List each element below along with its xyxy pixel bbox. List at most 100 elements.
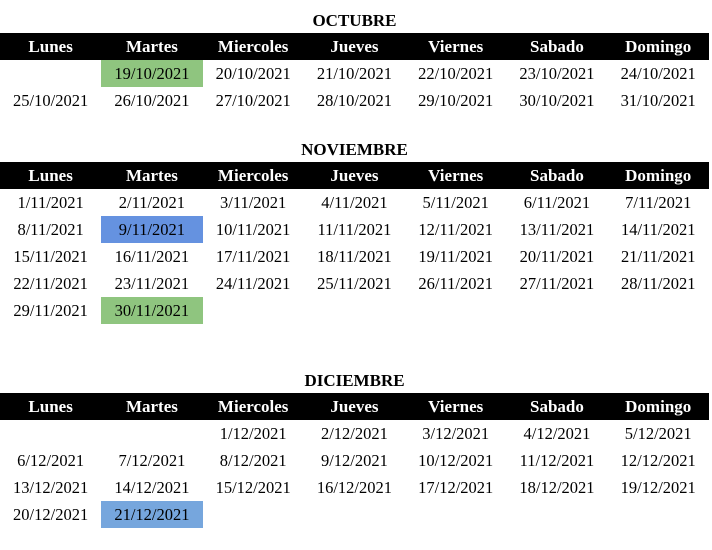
date-cell — [0, 420, 101, 447]
date-cell — [203, 501, 304, 528]
weekday-header: Martes — [125, 397, 178, 416]
date-cell: 17/11/2021 — [215, 247, 291, 266]
highlighted-date-cell: 19/10/2021 — [101, 60, 203, 87]
weekday-header: Sabado — [530, 397, 584, 416]
date-cell: 22/10/2021 — [418, 64, 494, 83]
date-cell: 4/12/2021 — [523, 424, 591, 443]
weekday-header: Domingo — [625, 37, 692, 56]
month-title: NOVIEMBRE — [301, 140, 408, 159]
weekday-header: Miercoles — [217, 37, 289, 56]
weekday-header: Viernes — [428, 397, 484, 416]
month-december: DICIEMBRE Lunes Martes Miercoles Jueves … — [0, 365, 709, 528]
week-row: 13/12/2021 14/12/2021 15/12/2021 16/12/2… — [0, 474, 709, 501]
date-cell: 2/11/2021 — [118, 193, 186, 212]
date-cell: 29/11/2021 — [13, 301, 88, 320]
date-cell: 19/11/2021 — [418, 247, 493, 266]
date-cell: 21/10/2021 — [316, 64, 393, 83]
date-cell: 10/12/2021 — [418, 451, 494, 470]
date-cell: 9/12/2021 — [320, 451, 388, 470]
date-cell: 7/11/2021 — [625, 193, 692, 212]
weekday-header: Jueves — [330, 166, 379, 185]
date-cell: 3/12/2021 — [422, 424, 490, 443]
weekday-header: Lunes — [28, 37, 73, 56]
week-row: 20/12/2021 21/12/2021 — [0, 501, 709, 528]
date-cell: 3/11/2021 — [220, 193, 287, 212]
date-cell: 23/10/2021 — [519, 64, 595, 83]
weekday-header: Sabado — [530, 166, 584, 185]
date-cell: 1/12/2021 — [219, 424, 287, 443]
weekday-header: Jueves — [330, 397, 379, 416]
month-october: OCTUBRE Lunes Martes Miercoles Jueves Vi… — [0, 5, 709, 114]
date-cell: 17/12/2021 — [418, 478, 494, 497]
date-cell: 11/11/2021 — [317, 220, 392, 239]
date-cell: 20/10/2021 — [215, 64, 291, 83]
date-cell: 8/11/2021 — [17, 220, 84, 239]
date-cell: 31/10/2021 — [620, 91, 696, 110]
date-cell: 20/12/2021 — [13, 505, 89, 524]
month-title: OCTUBRE — [312, 11, 397, 30]
date-cell: 22/11/2021 — [13, 274, 88, 293]
weekday-header: Miercoles — [217, 166, 289, 185]
date-cell: 28/11/2021 — [620, 274, 696, 293]
date-cell: 19/12/2021 — [620, 478, 696, 497]
date-cell — [405, 501, 506, 528]
week-row: 6/12/2021 7/12/2021 8/12/2021 9/12/2021 … — [0, 447, 709, 474]
date-cell — [608, 297, 709, 324]
date-cell — [101, 420, 202, 447]
date-cell: 6/12/2021 — [17, 451, 85, 470]
highlighted-date-cell: 30/11/2021 — [101, 297, 203, 324]
date-cell: 26/11/2021 — [418, 274, 493, 293]
date-cell — [203, 297, 304, 324]
date-cell — [506, 297, 607, 324]
date-cell: 24/10/2021 — [620, 64, 696, 83]
weekday-header-row: Lunes Martes Miercoles Jueves Viernes Sa… — [0, 162, 709, 189]
highlighted-date-cell: 21/12/2021 — [101, 501, 203, 528]
date-cell: 8/12/2021 — [219, 451, 287, 470]
date-cell — [608, 501, 709, 528]
month-november: NOVIEMBRE Lunes Martes Miercoles Jueves … — [0, 134, 709, 324]
date-cell: 29/10/2021 — [418, 91, 494, 110]
weekday-header: Jueves — [330, 37, 379, 56]
date-cell: 4/11/2021 — [321, 193, 388, 212]
weekday-header: Sabado — [530, 37, 584, 56]
week-row: 29/11/2021 30/11/2021 — [0, 297, 709, 324]
weekday-header: Domingo — [625, 166, 692, 185]
date-cell: 2/12/2021 — [320, 424, 388, 443]
date-cell — [506, 501, 607, 528]
date-cell: 25/10/2021 — [13, 91, 89, 110]
date-cell: 18/11/2021 — [317, 247, 392, 266]
date-cell: 20/11/2021 — [519, 247, 595, 266]
date-cell: 5/12/2021 — [624, 424, 692, 443]
date-cell: 1/11/2021 — [17, 193, 84, 212]
weekday-header-row: Lunes Martes Miercoles Jueves Viernes Sa… — [0, 393, 709, 420]
date-cell: 18/12/2021 — [519, 478, 595, 497]
date-cell: 10/11/2021 — [215, 220, 291, 239]
date-cell: 26/10/2021 — [114, 91, 190, 110]
highlighted-date-cell: 9/11/2021 — [101, 216, 203, 243]
date-cell: 13/11/2021 — [519, 220, 595, 239]
week-row: 15/11/2021 16/11/2021 17/11/2021 18/11/2… — [0, 243, 709, 270]
weekday-header-row: Lunes Martes Miercoles Jueves Viernes Sa… — [0, 33, 709, 60]
weekday-header: Viernes — [428, 166, 484, 185]
week-row: 19/10/2021 20/10/2021 21/10/2021 22/10/2… — [0, 60, 709, 87]
date-cell: 16/11/2021 — [114, 247, 190, 266]
weekday-header: Martes — [125, 166, 178, 185]
date-cell — [304, 297, 405, 324]
date-cell: 7/12/2021 — [118, 451, 186, 470]
date-cell: 5/11/2021 — [422, 193, 489, 212]
date-cell: 27/10/2021 — [215, 91, 291, 110]
date-cell: 15/12/2021 — [215, 478, 291, 497]
date-cell: 24/11/2021 — [215, 274, 291, 293]
date-cell — [405, 297, 506, 324]
date-cell: 28/10/2021 — [316, 91, 393, 110]
date-cell: 23/11/2021 — [114, 274, 190, 293]
week-row: 1/11/2021 2/11/2021 3/11/2021 4/11/2021 … — [0, 189, 709, 216]
date-cell: 13/12/2021 — [13, 478, 89, 497]
week-row: 25/10/2021 26/10/2021 27/10/2021 28/10/2… — [0, 87, 709, 114]
week-row: 22/11/2021 23/11/2021 24/11/2021 25/11/2… — [0, 270, 709, 297]
date-cell: 6/11/2021 — [523, 193, 591, 212]
date-cell — [0, 60, 101, 87]
date-cell: 12/12/2021 — [620, 451, 696, 470]
date-cell: 27/11/2021 — [519, 274, 595, 293]
date-cell: 12/11/2021 — [418, 220, 493, 239]
